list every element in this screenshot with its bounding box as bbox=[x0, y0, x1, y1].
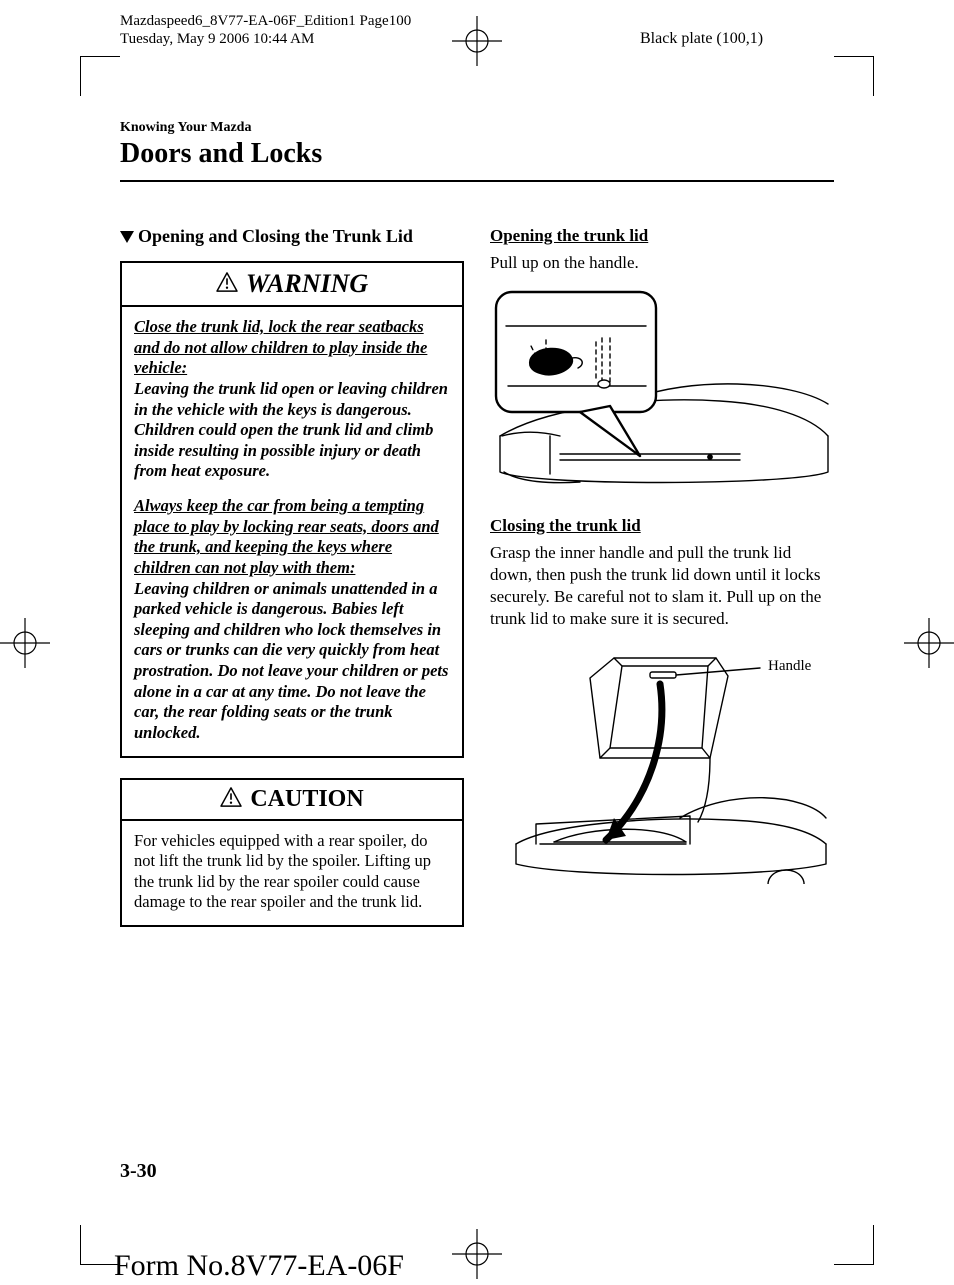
caution-header: CAUTION bbox=[122, 780, 462, 821]
section-title: Opening and Closing the Trunk Lid bbox=[120, 226, 464, 247]
crop-mark-icon bbox=[834, 56, 874, 96]
warning-triangle-icon bbox=[220, 787, 242, 812]
warn-para2-u: Always keep the car from being a temptin… bbox=[134, 496, 439, 577]
close-head: Closing the trunk lid bbox=[490, 516, 834, 536]
warning-header: WARNING bbox=[122, 263, 462, 307]
registration-mark-icon bbox=[904, 618, 954, 668]
registration-mark-icon bbox=[452, 1229, 502, 1279]
doc-meta-line2: Tuesday, May 9 2006 10:44 AM bbox=[120, 30, 411, 48]
warn-para1-u: Close the trunk lid, lock the rear seatb… bbox=[134, 317, 427, 377]
caution-body: For vehicles equipped with a rear spoile… bbox=[122, 821, 462, 926]
running-head-small: Knowing Your Mazda bbox=[120, 120, 834, 136]
page: Mazdaspeed6_8V77-EA-06F_Edition1 Page100… bbox=[0, 0, 954, 1285]
warn-para1: Close the trunk lid, lock the rear seatb… bbox=[134, 317, 450, 482]
open-body: Pull up on the handle. bbox=[490, 252, 834, 274]
content-area: Knowing Your Mazda Doors and Locks Openi… bbox=[120, 120, 834, 1225]
registration-mark-icon bbox=[452, 16, 502, 66]
crop-mark-icon bbox=[834, 1225, 874, 1265]
caution-text: For vehicles equipped with a rear spoile… bbox=[134, 831, 431, 912]
section-title-text: Opening and Closing the Trunk Lid bbox=[138, 226, 413, 247]
doc-meta-line1: Mazdaspeed6_8V77-EA-06F_Edition1 Page100 bbox=[120, 12, 411, 30]
open-head: Opening the trunk lid bbox=[490, 226, 834, 246]
figure-close-trunk: Handle bbox=[510, 648, 834, 884]
warn-para1-body: Leaving the trunk lid open or leaving ch… bbox=[134, 379, 448, 481]
warn-para2-body: Leaving children or animals unattended i… bbox=[134, 579, 448, 742]
warning-box: WARNING Close the trunk lid, lock the re… bbox=[120, 261, 464, 758]
running-head-large: Doors and Locks bbox=[120, 138, 834, 170]
right-column: Opening the trunk lid Pull up on the han… bbox=[490, 226, 834, 927]
close-body: Grasp the inner handle and pull the trun… bbox=[490, 542, 834, 630]
crop-mark-icon bbox=[80, 56, 120, 96]
handle-label: Handle bbox=[768, 658, 811, 675]
left-column: Opening and Closing the Trunk Lid WARNIN… bbox=[120, 226, 464, 927]
warning-triangle-icon bbox=[216, 272, 238, 297]
warning-title: WARNING bbox=[246, 269, 368, 299]
page-number: 3-30 bbox=[120, 1160, 157, 1183]
registration-mark-icon bbox=[0, 618, 50, 668]
caution-box: CAUTION For vehicles equipped with a rea… bbox=[120, 778, 464, 928]
warning-body: Close the trunk lid, lock the rear seatb… bbox=[122, 307, 462, 756]
triangle-down-icon bbox=[120, 231, 134, 243]
plate-info: Black plate (100,1) bbox=[640, 30, 763, 48]
heading-rule bbox=[120, 180, 834, 182]
figure-open-trunk bbox=[490, 286, 834, 500]
columns: Opening and Closing the Trunk Lid WARNIN… bbox=[120, 226, 834, 927]
form-number: Form No.8V77-EA-06F bbox=[114, 1249, 404, 1283]
doc-meta: Mazdaspeed6_8V77-EA-06F_Edition1 Page100… bbox=[120, 12, 411, 48]
caution-title: CAUTION bbox=[250, 786, 363, 813]
warn-para2: Always keep the car from being a temptin… bbox=[134, 496, 450, 744]
